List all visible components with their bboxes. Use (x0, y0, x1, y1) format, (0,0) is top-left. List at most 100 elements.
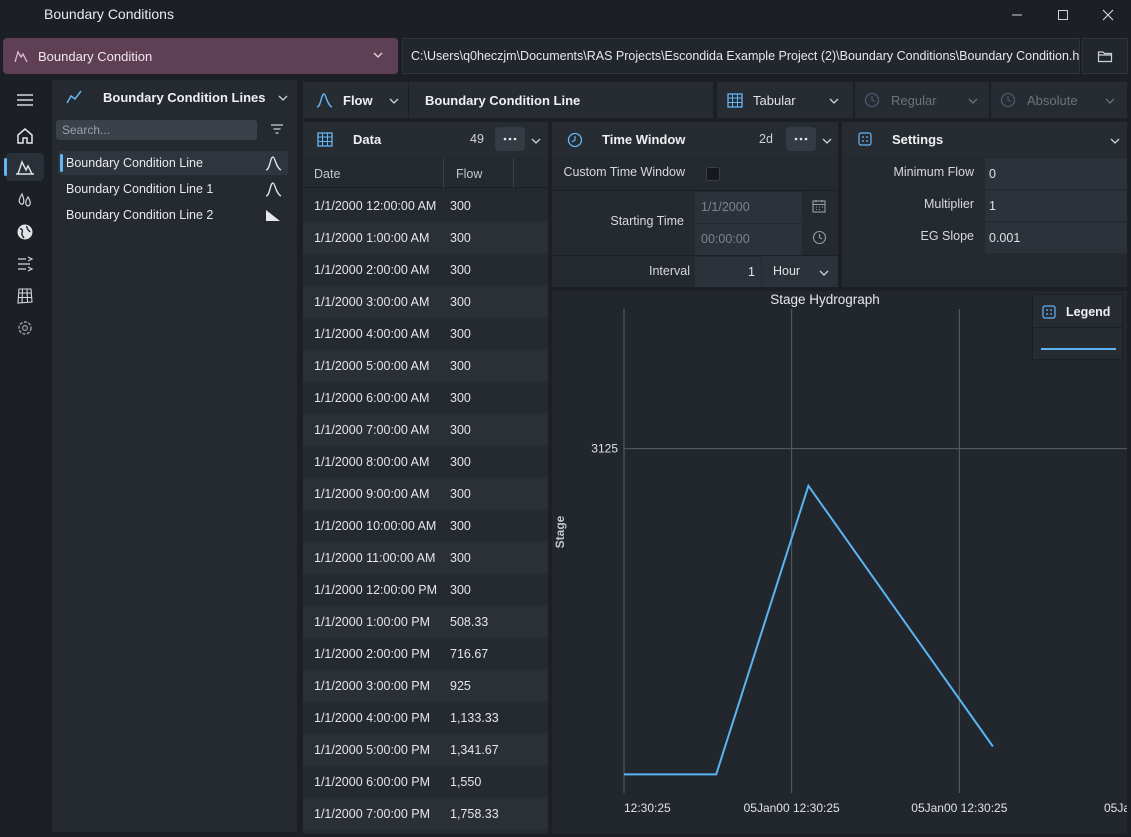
flow-cell[interactable]: 300 (450, 519, 471, 533)
table-row[interactable]: 1/1/2000 12:00:00 AM 300 (303, 190, 548, 222)
table-row[interactable]: 1/1/2000 7:00:00 PM 1,758.33 (303, 798, 548, 830)
flow-cell[interactable]: 300 (450, 327, 471, 341)
boundary-line-item[interactable]: Boundary Condition Line 1 (58, 177, 288, 201)
minimum-flow-field[interactable]: 0 (985, 157, 1127, 189)
table-row[interactable]: 1/1/2000 5:00:00 AM 300 (303, 350, 548, 382)
table-row[interactable]: 1/1/2000 4:00:00 AM 300 (303, 318, 548, 350)
mesh-grid-icon[interactable] (10, 282, 40, 310)
search-input[interactable]: Search... (56, 120, 257, 140)
flow-cell[interactable]: 300 (450, 391, 471, 405)
calendar-icon[interactable] (812, 199, 826, 216)
interval-unit-dropdown[interactable]: Hour (762, 256, 838, 287)
chevron-down-icon[interactable] (822, 135, 832, 149)
flow-cell[interactable]: 1,133.33 (450, 711, 499, 725)
date-cell[interactable]: 1/1/2000 9:00:00 AM (314, 487, 430, 501)
date-cell[interactable]: 1/1/2000 12:00:00 AM (314, 199, 437, 213)
flow-cell[interactable]: 300 (450, 455, 471, 469)
flow-cell[interactable]: 300 (450, 199, 471, 213)
table-row[interactable]: 1/1/2000 1:00:00 AM 300 (303, 222, 548, 254)
table-row[interactable]: 1/1/2000 4:00:00 PM 1,133.33 (303, 702, 548, 734)
settings-gear-icon[interactable] (10, 314, 40, 342)
flow-cell[interactable]: 300 (450, 423, 471, 437)
eg-slope-field[interactable]: 0.001 (985, 221, 1127, 253)
date-cell[interactable]: 1/1/2000 1:00:00 AM (314, 231, 430, 245)
boundary-line-item[interactable]: Boundary Condition Line (58, 151, 288, 175)
date-cell[interactable]: 1/1/2000 12:00:00 PM (314, 583, 438, 597)
date-cell[interactable]: 1/1/2000 1:00:00 PM (314, 615, 431, 629)
boundary-conditions-icon[interactable] (10, 153, 40, 181)
flow-cell[interactable]: 300 (450, 487, 471, 501)
table-row[interactable]: 1/1/2000 5:00:00 PM 1,341.67 (303, 734, 548, 766)
close-button[interactable] (1085, 0, 1131, 30)
table-row[interactable]: 1/1/2000 2:00:00 AM 300 (303, 254, 548, 286)
flow-cell[interactable]: 1,341.67 (450, 743, 499, 757)
table-row[interactable]: 1/1/2000 6:00:00 PM 1,550 (303, 766, 548, 798)
flow-type-label[interactable]: Flow (343, 93, 373, 108)
menu-icon[interactable] (10, 86, 40, 114)
date-cell[interactable]: 1/1/2000 4:00:00 PM (314, 711, 431, 725)
table-row[interactable]: 1/1/2000 8:00:00 AM 300 (303, 446, 548, 478)
column-divider[interactable] (443, 158, 444, 188)
chevron-down-icon[interactable] (531, 135, 541, 149)
flow-cell[interactable]: 300 (450, 551, 471, 565)
date-cell[interactable]: 1/1/2000 7:00:00 AM (314, 423, 430, 437)
flow-cell[interactable]: 300 (450, 295, 471, 309)
minimize-button[interactable] (994, 0, 1040, 30)
flow-cell[interactable]: 716.67 (450, 647, 489, 661)
table-row[interactable]: 1/1/2000 3:00:00 PM 925 (303, 670, 548, 702)
line-name-field[interactable]: Boundary Condition Line (425, 93, 581, 108)
flow-cell[interactable]: 300 (450, 583, 471, 597)
legend-box[interactable]: Legend (1032, 294, 1124, 360)
start-time-field[interactable]: 00:00:00 (695, 223, 802, 255)
droplets-icon[interactable] (10, 186, 40, 214)
date-cell[interactable]: 1/1/2000 8:00:00 AM (314, 455, 430, 469)
date-cell[interactable]: 1/1/2000 3:00:00 AM (314, 295, 430, 309)
filter-icon[interactable] (270, 123, 284, 138)
flow-cell[interactable]: 1,758.33 (450, 807, 499, 821)
column-header-date[interactable]: Date (314, 167, 341, 181)
flow-lines-icon[interactable] (10, 250, 40, 278)
clock-icon[interactable] (812, 230, 827, 248)
maximize-button[interactable] (1040, 0, 1086, 30)
date-cell[interactable]: 1/1/2000 5:00:00 PM (314, 743, 431, 757)
boundary-line-item[interactable]: Boundary Condition Line 2 (58, 203, 288, 227)
flow-cell[interactable]: 300 (450, 263, 471, 277)
flow-cell[interactable]: 508.33 (450, 615, 489, 629)
date-cell[interactable]: 1/1/2000 11:00:00 AM (314, 551, 436, 565)
flow-cell[interactable]: 925 (450, 679, 471, 693)
time-mode-dropdown[interactable]: Absolute (991, 82, 1127, 118)
table-row[interactable]: 1/1/2000 10:00:00 AM 300 (303, 510, 548, 542)
table-row[interactable]: 1/1/2000 2:00:00 PM 716.67 (303, 638, 548, 670)
stage-hydrograph-chart[interactable]: Stage Hydrograph Stage 3125 12:30:25 05Jan… (552, 291, 1127, 834)
view-mode-dropdown[interactable]: Tabular (717, 82, 853, 118)
home-icon[interactable] (10, 122, 40, 150)
date-cell[interactable]: 1/1/2000 2:00:00 PM (314, 647, 431, 661)
date-cell[interactable]: 1/1/2000 3:00:00 PM (314, 679, 431, 693)
table-row[interactable]: 1/1/2000 1:00:00 PM 508.33 (303, 606, 548, 638)
chevron-down-icon[interactable] (389, 95, 399, 109)
flow-cell[interactable]: 300 (450, 359, 471, 373)
date-cell[interactable]: 1/1/2000 6:00:00 AM (314, 391, 430, 405)
table-row[interactable]: 1/1/2000 12:00:00 PM 300 (303, 574, 548, 606)
globe-icon[interactable] (10, 218, 40, 246)
custom-time-window-checkbox[interactable] (706, 167, 720, 181)
multiplier-field[interactable]: 1 (985, 189, 1127, 221)
table-row[interactable]: 1/1/2000 7:00:00 AM 300 (303, 414, 548, 446)
flow-cell[interactable]: 1,550 (450, 775, 482, 789)
date-cell[interactable]: 1/1/2000 2:00:00 AM (314, 263, 430, 277)
date-cell[interactable]: 1/1/2000 6:00:00 PM (314, 775, 431, 789)
flow-cell[interactable]: 300 (450, 231, 471, 245)
start-date-field[interactable]: 1/1/2000 (695, 191, 802, 223)
chevron-down-icon[interactable] (1110, 135, 1120, 149)
interval-mode-dropdown[interactable]: Regular (855, 82, 989, 118)
boundary-condition-dropdown[interactable]: Boundary Condition (3, 38, 398, 74)
more-options-button[interactable] (786, 127, 816, 151)
table-row[interactable]: 1/1/2000 3:00:00 AM 300 (303, 286, 548, 318)
column-divider[interactable] (513, 158, 514, 188)
date-cell[interactable]: 1/1/2000 5:00:00 AM (314, 359, 430, 373)
interval-value-field[interactable]: 1 (695, 256, 761, 287)
chevron-down-icon[interactable] (278, 92, 288, 106)
date-cell[interactable]: 1/1/2000 7:00:00 PM (314, 807, 431, 821)
table-row[interactable]: 1/1/2000 6:00:00 AM 300 (303, 382, 548, 414)
table-row[interactable]: 1/1/2000 9:00:00 AM 300 (303, 478, 548, 510)
